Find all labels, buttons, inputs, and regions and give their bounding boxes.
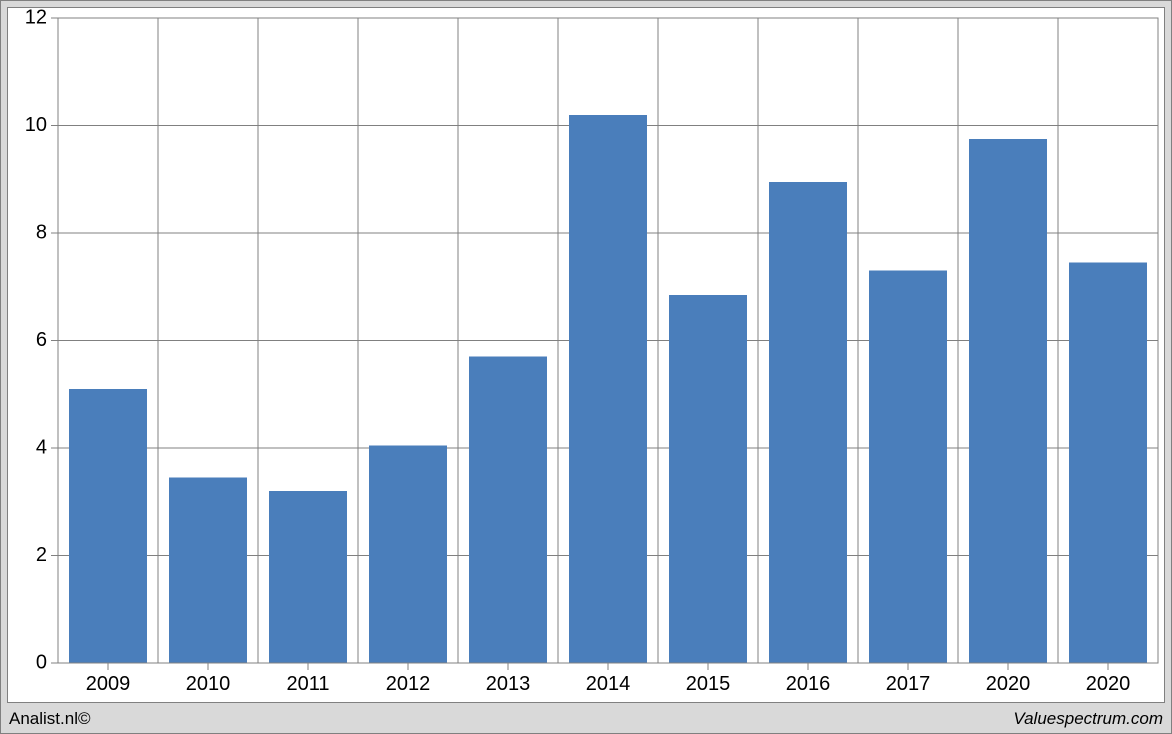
y-tick-label: 6 (36, 329, 47, 351)
bar (969, 139, 1047, 663)
x-tick-label: 2013 (486, 673, 531, 695)
bar (869, 271, 947, 663)
chart-outer-frame: 0 2 4 6 8 10 12 2009 2010 2011 2012 2013 2014 2015 201… (0, 0, 1172, 734)
x-tick-label: 2009 (86, 673, 131, 695)
y-tick-label: 12 (25, 8, 47, 28)
y-tick-label: 0 (36, 651, 47, 673)
footer-right-text: Valuespectrum.com (1013, 709, 1163, 729)
chart-inner-frame: 0 2 4 6 8 10 12 2009 2010 2011 2012 2013 2014 2015 201… (7, 7, 1165, 703)
y-tick-label: 8 (36, 221, 47, 243)
bar (769, 182, 847, 663)
x-tick-label: 2015 (686, 673, 731, 695)
bar (469, 357, 547, 663)
bar (669, 295, 747, 663)
bar (569, 115, 647, 663)
y-tick-label: 10 (25, 114, 47, 136)
x-tick-label: 2020 (1086, 673, 1131, 695)
bar (269, 491, 347, 663)
x-tick-label: 2017 (886, 673, 931, 695)
footer-left-text: Analist.nl© (9, 709, 91, 729)
bar-chart-svg: 0 2 4 6 8 10 12 2009 2010 2011 2012 2013 2014 2015 201… (8, 8, 1166, 704)
x-tick-label: 2014 (586, 673, 631, 695)
x-tick-label: 2011 (286, 673, 329, 695)
footer-bar: Analist.nl© Valuespectrum.com (9, 708, 1163, 730)
bar (69, 389, 147, 663)
x-tick-label: 2010 (186, 673, 231, 695)
x-tick-label: 2016 (786, 673, 831, 695)
bar (369, 445, 447, 663)
y-tick-label: 2 (36, 544, 47, 566)
bar (169, 478, 247, 663)
x-tick-label: 2020 (986, 673, 1031, 695)
chart-area: 0 2 4 6 8 10 12 2009 2010 2011 2012 2013 2014 2015 201… (8, 8, 1164, 702)
x-tick-label: 2012 (386, 673, 431, 695)
bar (1069, 263, 1147, 663)
y-tick-label: 4 (36, 436, 47, 458)
